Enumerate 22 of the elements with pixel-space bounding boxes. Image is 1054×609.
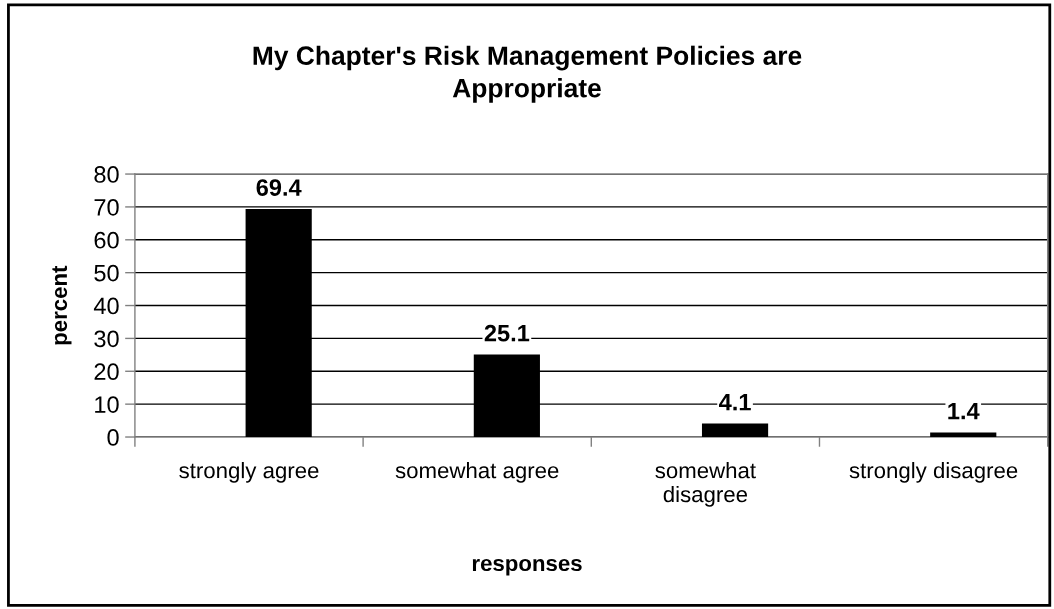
- y-tick-label: 30: [94, 330, 119, 348]
- x-axis-title: responses: [472, 558, 582, 576]
- y-tick-label: 20: [94, 363, 119, 381]
- x-tick-label: somewhat disagree: [655, 462, 756, 507]
- bar: [701, 423, 769, 438]
- y-tick-label: 10: [95, 396, 119, 413]
- data-label: 25.1: [484, 324, 530, 342]
- data-label: 69.4: [256, 179, 302, 196]
- y-tick-label: 0: [107, 429, 119, 446]
- y-tick-label: 40: [93, 297, 119, 315]
- data-label: 4.1: [719, 394, 751, 411]
- bar: [930, 432, 997, 438]
- x-tick-label: strongly disagree: [849, 462, 1018, 483]
- x-tick-label: somewhat agree: [395, 462, 559, 483]
- data-label: 1.4: [948, 402, 980, 420]
- chart-title: My Chapter's Risk Management Policies are Appropriate: [253, 45, 802, 103]
- y-tick-label: 50: [94, 264, 119, 282]
- x-tick-label: strongly agree: [179, 462, 319, 483]
- y-tick-label: 70: [94, 198, 119, 216]
- y-tick-label: 80: [94, 166, 119, 183]
- y-tick-label: 60: [94, 231, 119, 249]
- y-axis-title: percent: [52, 265, 72, 345]
